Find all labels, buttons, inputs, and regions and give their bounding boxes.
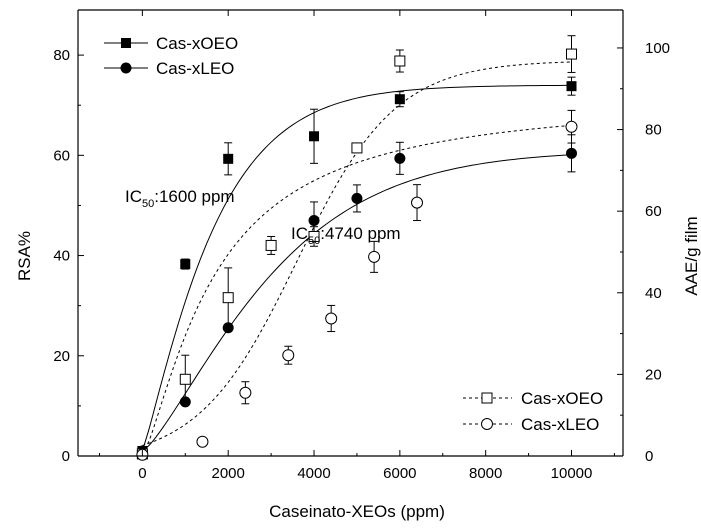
point-cas-xleo-aae [325,312,338,325]
legend-bottom-right: Cas-xOEO Cas-xLEO [463,389,603,434]
point-cas-xleo-aae [368,250,381,263]
point-cas-xoeo-rsa [309,131,320,142]
legend-marker-open-square [481,392,493,404]
ic50-leo-value: :4740 ppm [320,224,400,243]
point-cas-xleo-rsa [394,152,406,164]
data-markers [136,48,578,461]
point-cas-xleo-rsa [351,192,363,204]
legend-marker-open-circle [481,418,493,430]
y2-tick-label: 40 [645,285,662,302]
x-tick-label: 6000 [383,465,416,482]
ic50-annotation-oeo: IC50:1600 ppm [125,187,235,210]
legend-label-cas-xoeo-aae: Cas-xOEO [521,389,603,408]
y-axis-title: RSA% [15,231,34,281]
ic50-oeo-value: :1600 ppm [154,187,234,206]
ic50-oeo-main: IC [125,187,142,206]
y-tick-label: 0 [62,448,70,465]
x-tick-label: 4000 [297,465,330,482]
ic50-annotation-leo: IC50:4740 ppm [291,224,401,247]
x-axis-title: Caseinato-XEOs (ppm) [269,502,445,521]
x-tick-label: 10000 [551,465,593,482]
ic50-leo-sub: 50 [308,235,320,247]
point-cas-xleo-aae [239,386,252,399]
point-cas-xleo-aae [282,349,295,362]
point-cas-xoeo-aae [394,55,406,67]
y2-tick-label: 100 [645,40,670,57]
y-tick-label: 20 [53,348,70,365]
legend-label-cas-xoeo-rsa: Cas-xOEO [156,34,238,53]
fit-curves [141,61,572,455]
error-bars [138,35,576,457]
point-cas-xoeo-aae [351,142,363,154]
ic50-leo-main: IC [291,224,308,243]
legend-label-cas-xleo-rsa: Cas-xLEO [156,59,234,78]
x-tick-label: 0 [138,465,146,482]
y-tick-label: 80 [53,47,70,64]
legend-marker-filled-circle [120,62,132,74]
point-cas-xoeo-aae [308,230,320,242]
ic50-oeo-sub: 50 [142,198,154,210]
y2-axis-title: AAE/g film [682,216,701,295]
point-cas-xleo-rsa [222,322,234,334]
legend-marker-filled-square [121,38,131,48]
point-cas-xleo-aae [565,120,578,133]
point-cas-xoeo-rsa [223,153,234,164]
point-cas-xoeo-aae [179,373,191,385]
y-tick-label: 40 [53,248,70,265]
point-cas-xleo-aae [411,196,424,209]
y2-tick-label: 20 [645,366,662,383]
point-cas-xoeo-rsa [180,259,191,270]
point-cas-xleo-rsa [308,214,320,226]
fit-curve-cas-xleo-aae [141,124,572,455]
point-cas-xoeo-aae [566,48,578,60]
fit-curve-cas-xoeo-rsa [141,84,572,452]
x-tick-label: 2000 [212,465,245,482]
point-cas-xleo-rsa [566,147,578,159]
point-cas-xleo-aae [196,435,209,448]
point-cas-xoeo-rsa [566,81,577,92]
point-cas-xoeo-aae [265,239,277,251]
legend-label-cas-xleo-aae: Cas-xLEO [521,415,599,434]
y-tick-label: 60 [53,147,70,164]
legend-top-left: Cas-xOEO Cas-xLEO [104,34,238,78]
point-cas-xoeo-rsa [394,94,405,105]
point-cas-xoeo-aae [222,292,234,304]
y2-tick-label: 0 [645,448,653,465]
axes: 0 2000 4000 6000 8000 10000 0 20 40 60 80 0 20 40 60 80… [53,9,670,482]
y2-tick-label: 80 [645,122,662,139]
x-tick-label: 8000 [469,465,502,482]
fit-curve-cas-xoeo-aae [142,61,572,447]
point-cas-xleo-rsa [179,396,191,408]
y2-tick-label: 60 [645,203,662,220]
